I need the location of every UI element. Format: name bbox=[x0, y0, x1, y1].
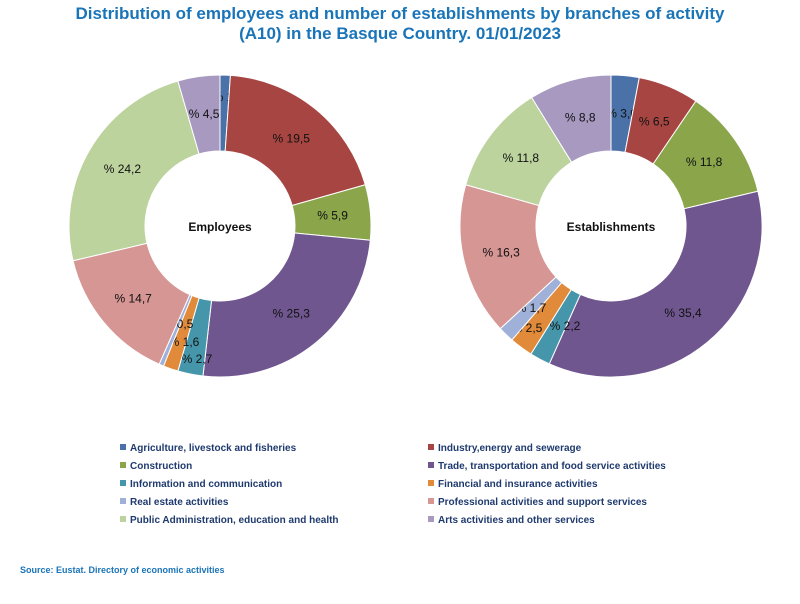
legend-swatch bbox=[120, 498, 126, 505]
chart1-data-label-5: % 1,6 bbox=[169, 335, 200, 349]
legend-item: Financial and insurance activities bbox=[428, 479, 598, 490]
donut-charts: % 1,1% 19,5% 5,9% 25,3% 2,7% 1,6% 0,5% 1… bbox=[68, 74, 763, 378]
chart1-center-label: Employees bbox=[188, 220, 252, 234]
legend-item: Real estate activities bbox=[120, 497, 228, 508]
legend-label: Real estate activities bbox=[130, 497, 229, 508]
legend-item: Agriculture, livestock and fisheries bbox=[120, 443, 296, 454]
legend-swatch bbox=[428, 462, 434, 469]
legend-swatch bbox=[428, 516, 434, 523]
chart1-data-label-9: % 4,5 bbox=[189, 107, 220, 121]
legend-label: Financial and insurance activities bbox=[438, 479, 598, 490]
chart2-data-label-9: % 8,8 bbox=[565, 110, 596, 124]
chart2-data-label-3: % 35,4 bbox=[664, 306, 702, 320]
chart-title: Distribution of employees and number of … bbox=[0, 4, 800, 44]
chart2-data-label-4: % 2,2 bbox=[550, 319, 581, 333]
chart1-data-label-3: % 25,3 bbox=[273, 307, 311, 321]
chart1-data-label-4: % 2,7 bbox=[182, 352, 213, 366]
chart2-data-label-7: % 16,3 bbox=[482, 245, 520, 259]
legend-swatch bbox=[120, 516, 126, 523]
chart1-slice-1 bbox=[224, 74, 366, 207]
legend-swatch bbox=[428, 498, 434, 505]
legend-label: Information and communication bbox=[130, 479, 283, 490]
chart1-data-label-8: % 24,2 bbox=[104, 162, 142, 176]
legend-swatch bbox=[428, 480, 434, 487]
chart2-data-label-1: % 6,5 bbox=[639, 115, 670, 129]
chart1-data-label-2: % 5,9 bbox=[317, 209, 348, 223]
chart2-slice-3 bbox=[548, 190, 763, 378]
chart1-slice-8 bbox=[68, 80, 200, 262]
chart2-center-label: Establishments bbox=[567, 220, 656, 234]
chart1-slice-3 bbox=[202, 232, 371, 378]
legend-swatch bbox=[120, 480, 126, 487]
legend-label: Agriculture, livestock and fisheries bbox=[130, 443, 297, 454]
legend-item: Construction bbox=[120, 461, 192, 472]
chart1-data-label-7: % 14,7 bbox=[114, 291, 152, 305]
legend-item: Information and communication bbox=[120, 479, 282, 490]
chart2-slice-9 bbox=[531, 74, 612, 163]
legend-swatch bbox=[428, 444, 434, 451]
chart2-data-label-8: % 11,8 bbox=[503, 151, 540, 165]
chart2-data-label-0: % 3,0 bbox=[606, 107, 637, 121]
legend-item: Trade, transportation and food service a… bbox=[428, 461, 666, 472]
source-note: Source: Eustat. Directory of economic ac… bbox=[20, 565, 225, 575]
legend-swatch bbox=[120, 444, 126, 451]
chart-title-line2: (A10) in the Basque Country. 01/01/2023 bbox=[239, 24, 561, 43]
chart-title-line1: Distribution of employees and number of … bbox=[75, 4, 725, 23]
legend-label: Arts activities and other services bbox=[438, 515, 595, 526]
legend-item: Professional activities and support serv… bbox=[428, 497, 647, 508]
chart1-slice-9 bbox=[177, 74, 221, 155]
legend-swatch bbox=[120, 462, 126, 469]
legend-label: Trade, transportation and food service a… bbox=[438, 461, 666, 472]
chart2-data-label-2: % 11,8 bbox=[686, 155, 723, 169]
legend-item: Public Administration, education and hea… bbox=[120, 515, 339, 526]
chart2-slice-7 bbox=[459, 184, 557, 330]
legend-label: Public Administration, education and hea… bbox=[130, 515, 339, 526]
legend-label: Construction bbox=[130, 461, 193, 472]
legend-label: Industry,energy and sewerage bbox=[438, 443, 582, 454]
legend-item: Arts activities and other services bbox=[428, 515, 595, 526]
chart1-data-label-1: % 19,5 bbox=[273, 131, 311, 145]
legend-label: Professional activities and support serv… bbox=[438, 497, 647, 508]
legend-item: Industry,energy and sewerage bbox=[428, 443, 581, 454]
